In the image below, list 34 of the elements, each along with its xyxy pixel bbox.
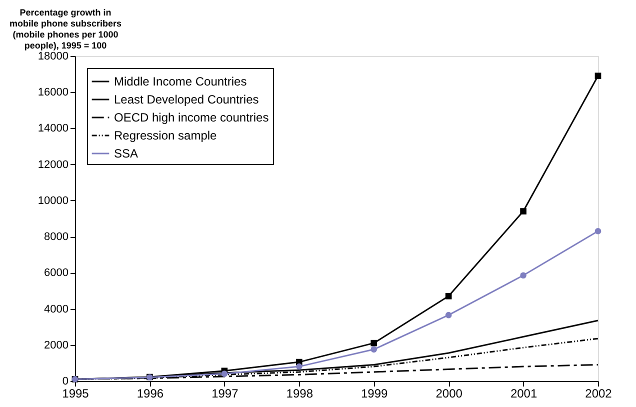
y-tick-label: 8000 <box>44 231 68 244</box>
point <box>445 292 452 300</box>
y-tick-label: 4000 <box>44 303 68 316</box>
legend-label: SSA <box>114 146 138 160</box>
y-tick-label: 10000 <box>38 194 68 207</box>
y-tick-label: 6000 <box>44 267 68 280</box>
x-tick-label: 1995 <box>62 386 90 400</box>
point <box>445 312 452 318</box>
x-tick-label: 2002 <box>585 386 612 400</box>
y-tick-label: 12000 <box>38 158 68 171</box>
legend-label: Least Developed Countries <box>114 92 259 106</box>
legend-label: Regression sample <box>114 128 218 142</box>
y-tick-label: 0 <box>62 376 68 388</box>
x-tick-label: 1996 <box>136 386 164 400</box>
point <box>296 363 302 370</box>
y-tick-label: 14000 <box>38 122 68 135</box>
point <box>370 340 378 346</box>
x-tick-label: 1998 <box>286 386 314 400</box>
x-tick-label: 2001 <box>510 386 538 400</box>
point <box>520 208 526 214</box>
y-tick-label: 2000 <box>44 339 68 352</box>
x-tick-label: 1999 <box>361 386 388 400</box>
point <box>520 272 526 279</box>
legend-label: Middle Income Countries <box>114 74 247 88</box>
point <box>221 370 228 377</box>
point <box>594 72 602 80</box>
legend-label: OECD high income countries <box>114 110 269 124</box>
y-tick-label: 16000 <box>38 86 68 99</box>
x-tick-label: 1997 <box>212 386 239 400</box>
y-tick-label: 18000 <box>38 50 68 62</box>
y-axis-title: Percentage growth in mobile phone subscribers (mobile phones per 1000 people), 1995 = 100 <box>9 8 122 50</box>
x-tick-label: 2000 <box>436 386 463 400</box>
point <box>594 228 602 234</box>
point <box>370 346 378 353</box>
